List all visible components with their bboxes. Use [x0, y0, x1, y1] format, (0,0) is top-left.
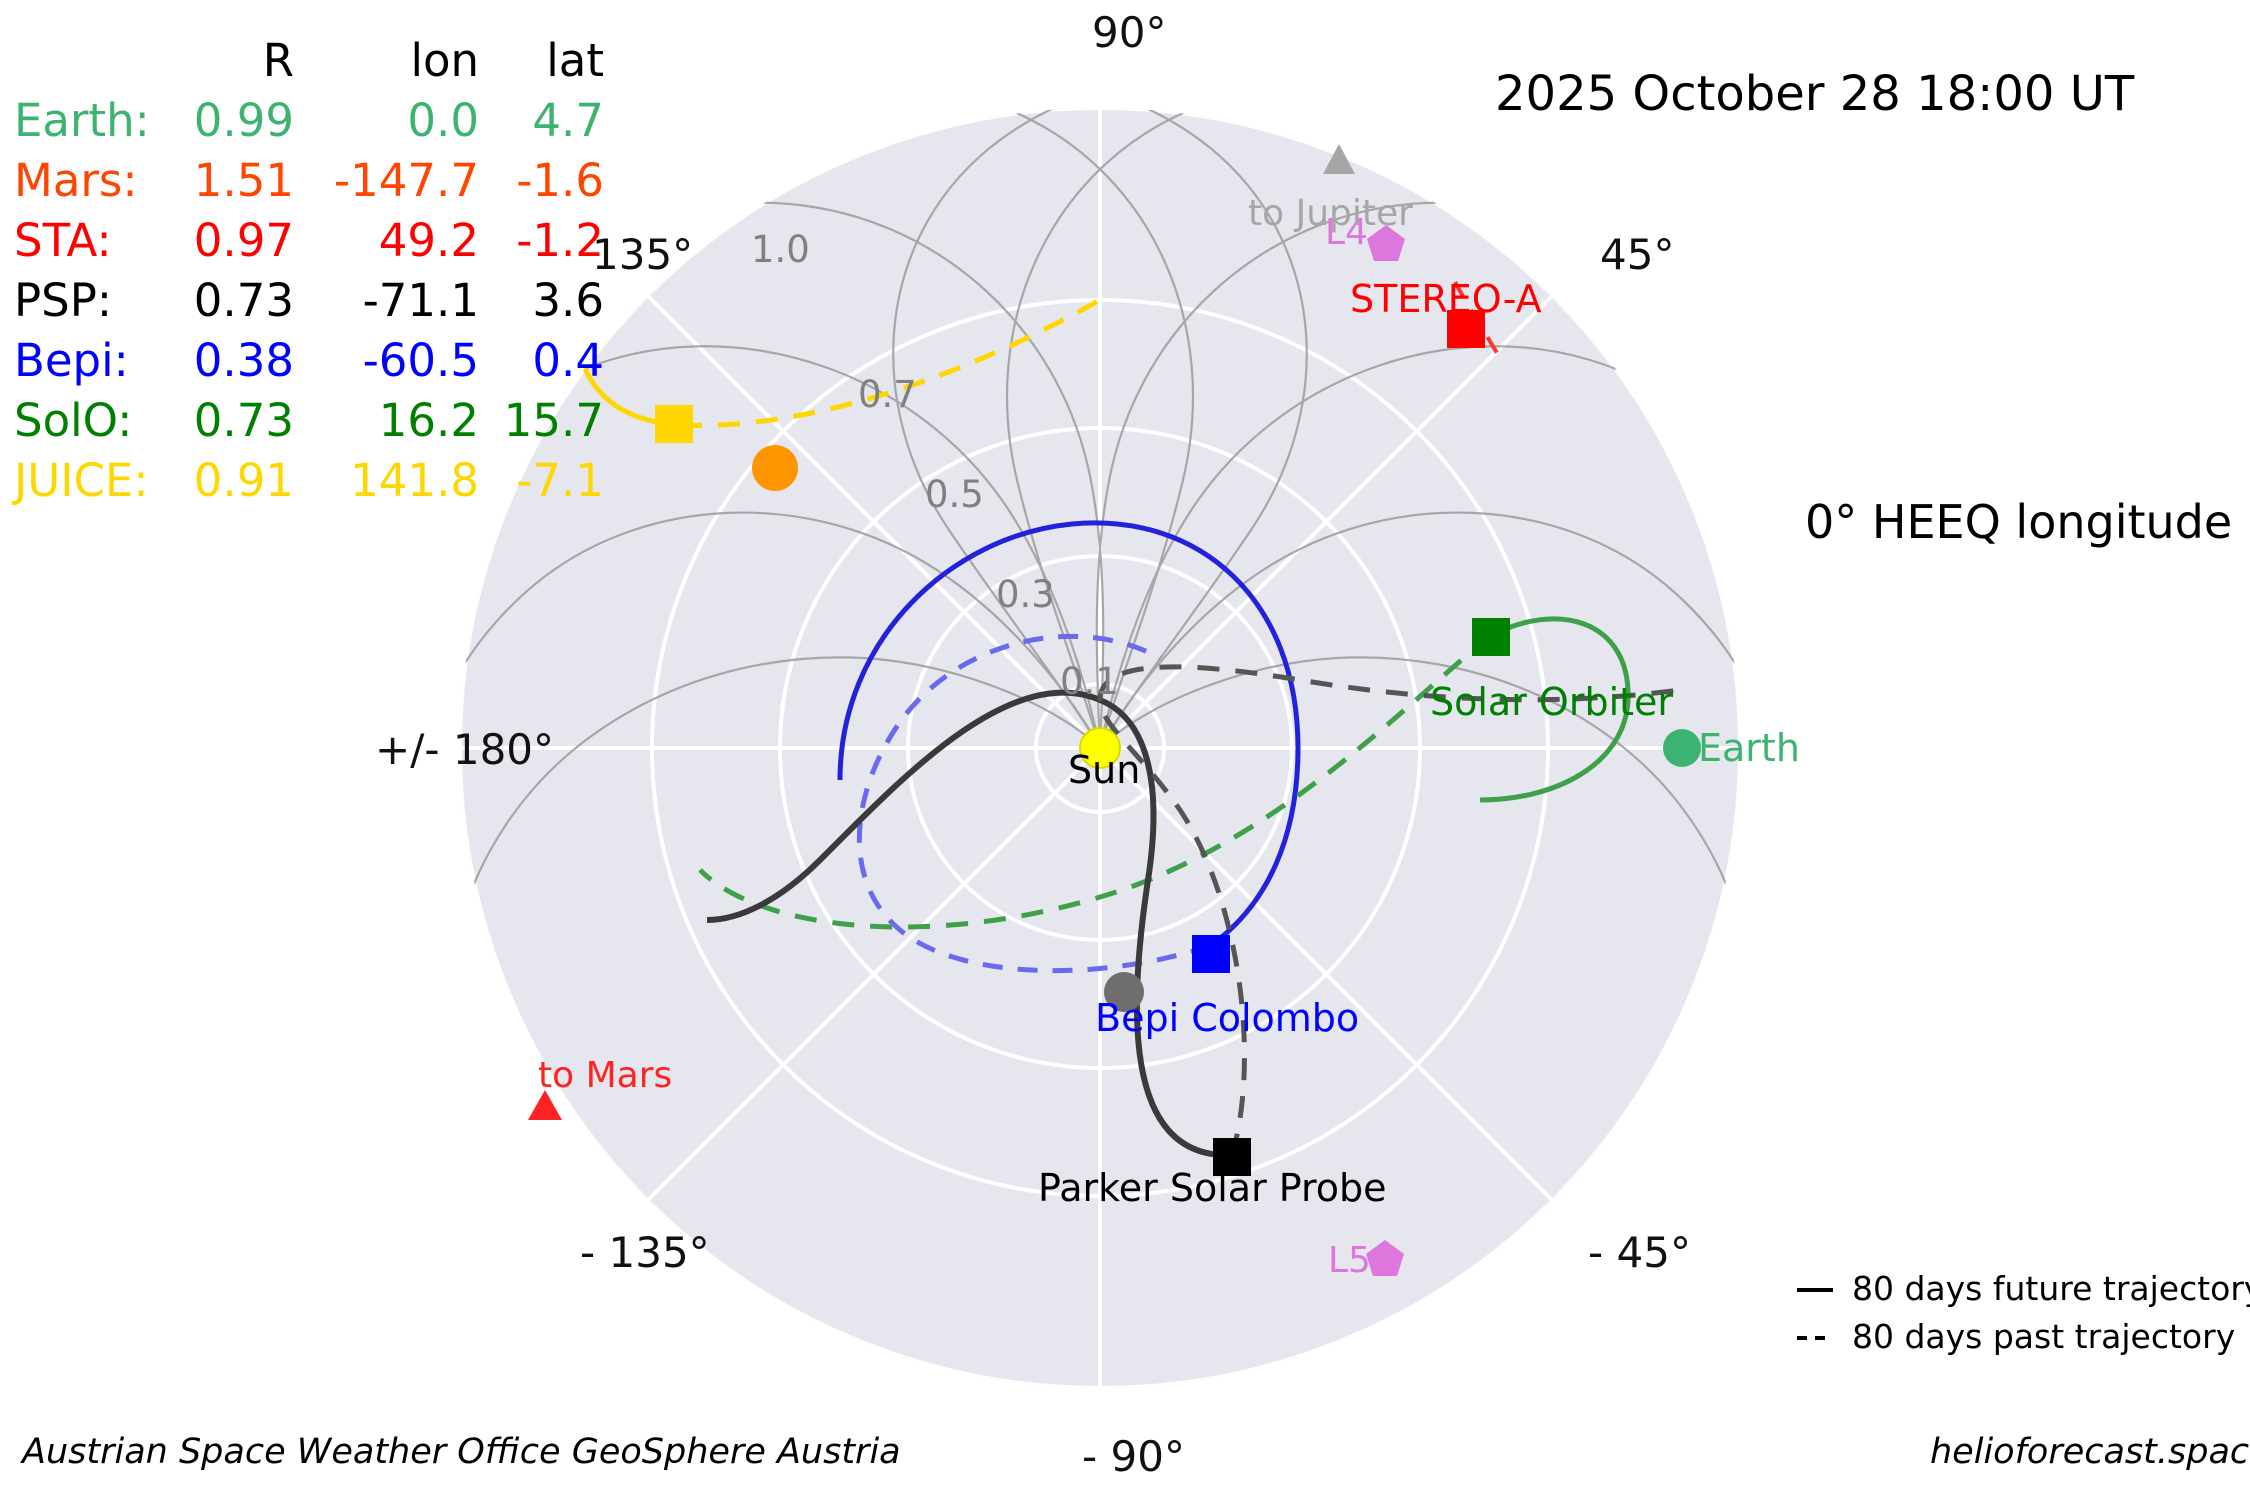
- table-row: JUICE: 0.91 141.8 -7.1: [14, 454, 604, 514]
- radial-tick-0-3: 0.3: [996, 573, 1055, 616]
- marker-l4[interactable]: [1367, 225, 1405, 261]
- row-lat: 4.7: [532, 94, 604, 147]
- label-to-mars: to Mars: [538, 1055, 673, 1096]
- angle-label-m90: - 90°: [1082, 1432, 1185, 1481]
- row-r: 0.97: [193, 214, 294, 267]
- row-label: SolO:: [14, 394, 133, 447]
- row-lat: -7.1: [516, 454, 604, 507]
- row-r: 1.51: [193, 154, 294, 207]
- row-r: 0.99: [193, 94, 294, 147]
- row-lat: 3.6: [532, 274, 604, 327]
- table-header-lon: lon: [410, 34, 479, 87]
- row-r: 0.73: [193, 394, 294, 447]
- row-lat: 0.4: [532, 334, 604, 387]
- legend-past-label: 80 days past trajectory: [1852, 1317, 2236, 1356]
- marker-juice[interactable]: [655, 405, 693, 443]
- row-r: 0.91: [193, 454, 294, 507]
- row-lat: -1.2: [516, 214, 604, 267]
- radial-tick-0-7: 0.7: [858, 373, 917, 416]
- row-lon: -147.7: [333, 154, 479, 207]
- table-row: STA: 0.97 49.2 -1.2: [14, 214, 604, 274]
- angle-label-m135: - 135°: [580, 1228, 710, 1277]
- marker-to-jupiter[interactable]: [1323, 144, 1355, 174]
- row-lon: 0.0: [407, 94, 479, 147]
- label-earth: Earth: [1698, 726, 1800, 770]
- marker-sun[interactable]: [1079, 727, 1121, 769]
- legend-future-label: 80 days future trajectory: [1852, 1269, 2250, 1308]
- label-bepi-colombo: Bepi Colombo: [1095, 996, 1360, 1040]
- marker-solar-orbiter[interactable]: [1472, 618, 1510, 656]
- angle-label-180: +/- 180°: [375, 725, 555, 774]
- angle-label-m45: - 45°: [1588, 1228, 1691, 1277]
- angle-label-135: 135°: [592, 230, 694, 279]
- heeq-longitude-label: 0° HEEQ longitude: [1805, 495, 2233, 549]
- marker-to-mars[interactable]: [528, 1090, 562, 1120]
- page-title: 2025 October 28 18:00 UT: [1495, 66, 2135, 122]
- table-header-row: R lon lat: [14, 34, 604, 94]
- footer-left: Austrian Space Weather Office GeoSphere …: [22, 1432, 901, 1472]
- angle-label-45: 45°: [1600, 230, 1675, 279]
- table-row: PSP: 0.73 -71.1 3.6: [14, 274, 604, 334]
- label-to-jupiter: to Jupiter: [1248, 193, 1413, 234]
- row-lat: -1.6: [516, 154, 604, 207]
- marker-parker-solar-probe[interactable]: [1213, 1138, 1251, 1176]
- label-solar-orbiter: Solar Orbiter: [1430, 680, 1674, 724]
- marker-earth[interactable]: [1663, 729, 1701, 767]
- label-sun: Sun: [1068, 748, 1141, 792]
- row-label: Mars:: [14, 154, 138, 207]
- footer-right: helioforecast.space: [1930, 1432, 2250, 1472]
- trajectory-solo-past: [698, 634, 1492, 930]
- table-row: Mars: 1.51 -147.7 -1.6: [14, 154, 604, 214]
- marker-mercury[interactable]: [1104, 972, 1144, 1012]
- label-l4: L4: [1325, 212, 1368, 253]
- table-header-lat: lat: [546, 34, 604, 87]
- radial-tick-0-5: 0.5: [925, 473, 984, 516]
- table-row: Bepi: 0.38 -60.5 0.4: [14, 334, 604, 394]
- label-parker-solar-probe: Parker Solar Probe: [1038, 1166, 1387, 1210]
- marker-l5[interactable]: [1366, 1240, 1404, 1276]
- ephemeris-table: R lon lat Earth: 0.99 0.0 4.7 Mars: 1.51…: [14, 34, 604, 514]
- radial-tick-0-1: 0.1: [1060, 660, 1119, 703]
- trajectory-psp-past: [1097, 664, 1681, 1156]
- table-row: SolO: 0.73 16.2 15.7: [14, 394, 604, 454]
- trajectory-bepi-future: [837, 520, 1301, 949]
- angle-label-90: 90°: [1092, 8, 1167, 57]
- row-lon: -71.1: [362, 274, 479, 327]
- marker-venus[interactable]: [752, 445, 798, 491]
- row-lon: 16.2: [378, 394, 479, 447]
- row-lat: 15.7: [503, 394, 604, 447]
- trajectory-bepi-past: [857, 633, 1211, 974]
- marker-bepi-colombo[interactable]: [1192, 935, 1230, 973]
- row-r: 0.38: [193, 334, 294, 387]
- radial-tick-1-0: 1.0: [751, 228, 810, 271]
- table-header-r: R: [262, 34, 294, 87]
- row-lon: 141.8: [350, 454, 479, 507]
- row-label: Earth:: [14, 94, 150, 147]
- row-lon: 49.2: [378, 214, 479, 267]
- row-label: JUICE:: [14, 454, 149, 507]
- row-label: Bepi:: [14, 334, 129, 387]
- label-l5: L5: [1328, 1240, 1371, 1281]
- row-label: PSP:: [14, 274, 112, 327]
- trajectory-juice-past: [679, 297, 1102, 428]
- marker-stereo-a[interactable]: [1447, 310, 1485, 348]
- row-lon: -60.5: [362, 334, 479, 387]
- row-r: 0.73: [193, 274, 294, 327]
- trajectory-psp-future: [706, 689, 1233, 1159]
- trajectory-solo-future: [1479, 616, 1631, 803]
- table-row: Earth: 0.99 0.0 4.7: [14, 94, 604, 154]
- label-stereo-a: STEREO-A: [1350, 277, 1542, 321]
- row-label: STA:: [14, 214, 112, 267]
